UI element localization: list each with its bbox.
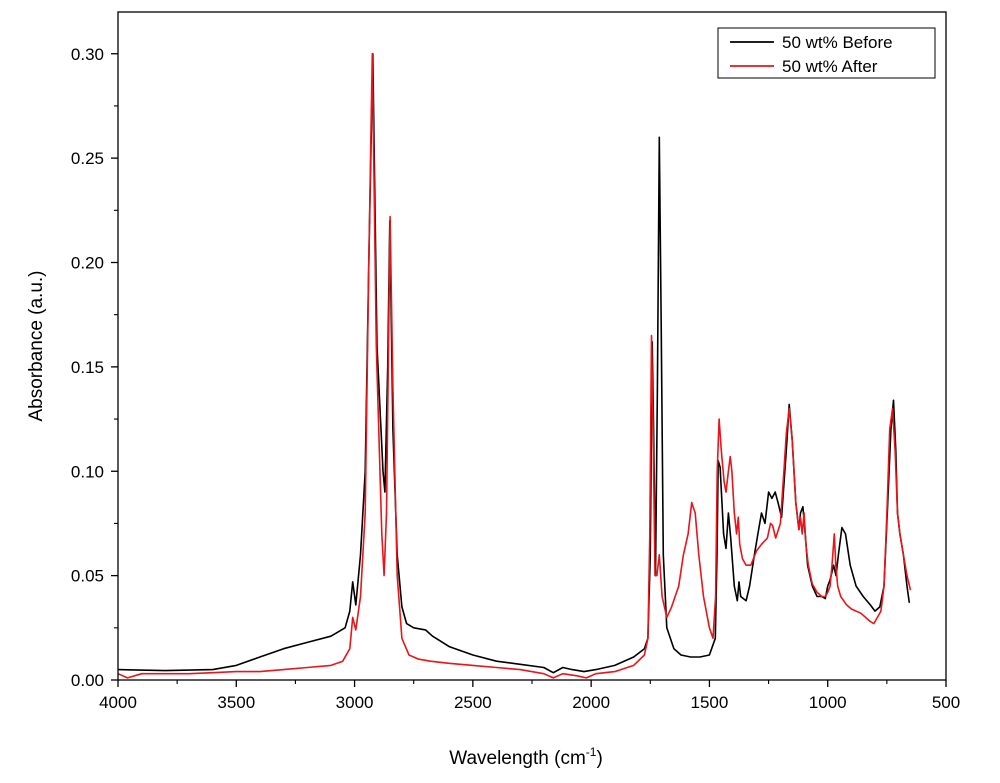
x-axis-title-close: ) xyxy=(596,748,602,769)
series-line-1 xyxy=(117,52,912,679)
x-tick-label: 1000 xyxy=(809,693,847,712)
y-tick-label: 0.10 xyxy=(71,462,104,481)
x-tick-label: 3500 xyxy=(217,693,255,712)
legend-label-after: 50 wt% After xyxy=(782,57,878,76)
y-tick-label: 0.15 xyxy=(71,358,104,377)
y-tick-label: 0.20 xyxy=(71,254,104,273)
x-tick-label: 4000 xyxy=(99,693,137,712)
y-axis-title: Absorbance (a.u.) xyxy=(26,270,47,421)
x-axis-title: Wavelength (cm-1) xyxy=(449,745,603,769)
y-tick-label: 0.25 xyxy=(71,149,104,168)
tick-labels: 4000 3500 3000 2500 2000 1500 1000 500 0.00 0.05 0… xyxy=(71,45,960,712)
x-axis-title-main: Wavelength (cm xyxy=(449,748,586,769)
x-tick-label: 500 xyxy=(932,693,960,712)
x-tick-label: 1500 xyxy=(691,693,729,712)
y-tick-label: 0.00 xyxy=(71,671,104,690)
y-tick-label: 0.30 xyxy=(71,45,104,64)
legend: 50 wt% Before 50 wt% After xyxy=(717,27,936,79)
legend-label-before: 50 wt% Before xyxy=(782,33,893,52)
plot-lines xyxy=(117,52,912,679)
x-tick-label: 3000 xyxy=(336,693,374,712)
plot-frame xyxy=(117,11,947,681)
x-axis-title-sup: -1 xyxy=(586,745,597,759)
legend-box xyxy=(717,27,936,79)
x-tick-label: 2000 xyxy=(572,693,610,712)
y-tick-label: 0.05 xyxy=(71,567,104,586)
series-line-0 xyxy=(117,52,911,674)
x-tick-label: 2500 xyxy=(454,693,492,712)
axis-ticks xyxy=(111,53,947,687)
